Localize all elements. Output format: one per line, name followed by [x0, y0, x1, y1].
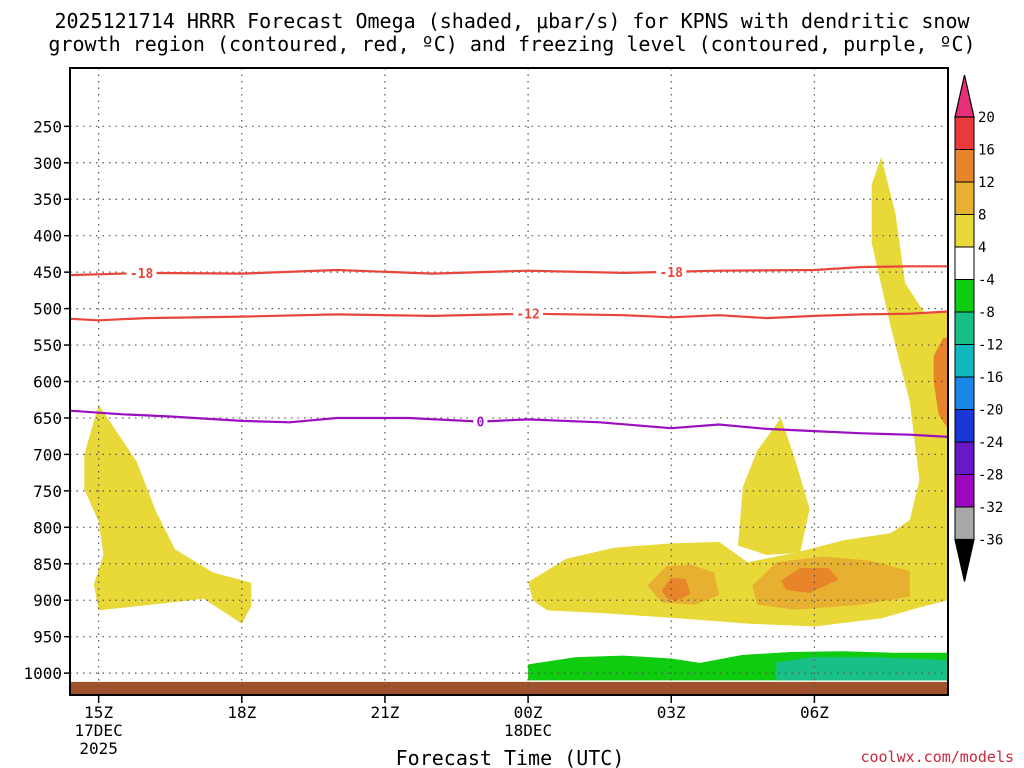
y-tick-label-800: 800	[33, 518, 62, 537]
chart-title-line2: growth region (contoured, red, ºC) and f…	[48, 32, 975, 56]
colorbar-label--28: -28	[978, 468, 1003, 484]
grid-lines	[70, 68, 948, 695]
colorbar-label--12: -12	[978, 338, 1003, 354]
contour-dgz-minus18	[69, 265, 948, 277]
colorbar-bin-3	[954, 181, 975, 215]
contour-label-bg-dgz-minus12-0	[513, 306, 544, 321]
y-tick-label-650: 650	[33, 409, 62, 428]
colorbar-bin-9	[954, 376, 975, 410]
colorbar-bin-2	[954, 149, 975, 183]
colorbar-label--20: -20	[978, 403, 1003, 419]
x-tick-label-15Z: 15Z	[84, 703, 113, 722]
colorbar: 20 16 12 8 4 -4 -8 -12 -16 -20 -24 -28 -32 -36	[954, 74, 1003, 582]
colorbar-bin-11	[954, 441, 975, 475]
omega-region-ascent-moderate-05z	[752, 556, 910, 610]
y-tick-label-850: 850	[33, 555, 62, 574]
chart-title-line1: 2025121714 HRRR Forecast Omega (shaded, …	[54, 9, 970, 33]
contours: -18 -18 -12 0	[69, 264, 949, 438]
x-tick-label-03Z: 03Z	[657, 703, 686, 722]
omega-region-descent-1630z	[189, 432, 242, 500]
colorbar-label--8: -8	[978, 305, 995, 321]
colorbar-bin-6	[954, 279, 975, 313]
y-tick-label-600: 600	[33, 373, 62, 392]
y-tick-label-900: 900	[33, 591, 62, 610]
y-tick-label-250: 250	[33, 117, 62, 136]
ground-band	[70, 681, 948, 695]
contour-label-dgz-minus18-1: -18	[659, 266, 683, 281]
x-tick-label-21Z: 21Z	[370, 703, 399, 722]
omega-region-descent-upper-right	[940, 151, 948, 240]
colorbar-label--24: -24	[978, 435, 1003, 451]
x-tick-label-18Z: 18Z	[227, 703, 256, 722]
y-tick-label-1000: 1000	[23, 664, 62, 683]
x-tick-label-00Z: 00Z	[514, 703, 543, 722]
contour-label-bg-dgz-minus18-1	[656, 264, 687, 279]
colorbar-label--32: -32	[978, 500, 1003, 516]
colorbar-label--4: -4	[978, 273, 995, 289]
ground-layer	[70, 681, 948, 695]
credit-text: coolwx.com/models	[860, 748, 1014, 766]
x-tick-label-06Z: 06Z	[800, 703, 829, 722]
colorbar-bin-8	[954, 344, 975, 378]
colorbar-bin-12	[954, 474, 975, 508]
omega-region-ascent-low-level-right	[528, 156, 948, 627]
y-tick-label-950: 950	[33, 628, 62, 647]
contour-dgz-minus12	[69, 310, 949, 322]
x-date-label-2025: 2025	[79, 739, 118, 758]
omega-region-ascent-upper-right-edge	[933, 337, 948, 429]
colorbar-label-8: 8	[978, 208, 986, 224]
colorbar-bin-5	[954, 246, 975, 280]
contour-label-dgz-minus18-0: -18	[130, 267, 154, 282]
contour-label-freezing-level-0: 0	[476, 416, 484, 431]
colorbar-bin-13	[954, 506, 975, 540]
y-tick-label-500: 500	[33, 300, 62, 319]
contour-freezing-level	[69, 409, 949, 438]
colorbar-bin-10	[954, 409, 975, 443]
y-tick-label-400: 400	[33, 227, 62, 246]
colorbar-label--36: -36	[978, 533, 1003, 549]
colorbar-arrow-top	[954, 74, 975, 118]
contour-label-bg-freezing-level-0	[473, 414, 488, 429]
y-tick-label-300: 300	[33, 154, 62, 173]
omega-region-descent-near-surface-cyan	[776, 657, 948, 681]
contour-label-dgz-minus12-0: -12	[516, 308, 539, 323]
y-tick-label-700: 700	[33, 445, 62, 464]
colorbar-label-12: 12	[978, 175, 995, 191]
colorbar-arrow-bottom	[954, 538, 975, 582]
colorbar-label-4: 4	[978, 240, 986, 256]
y-tick-label-550: 550	[33, 336, 62, 355]
y-tick-label-450: 450	[33, 263, 62, 282]
omega-region-ascent-strong-03z	[661, 577, 691, 601]
y-tick-label-350: 350	[33, 190, 62, 209]
x-axis-title: Forecast Time (UTC)	[396, 746, 625, 768]
omega-shading	[84, 75, 948, 681]
omega-region-ascent-lower-left	[84, 404, 252, 624]
colorbar-bin-7	[954, 311, 975, 345]
omega-region-descent-0620z	[809, 447, 829, 502]
colorbar-label-20: 20	[978, 110, 995, 126]
omega-region-descent-0620z-upper	[810, 177, 821, 218]
omega-region-ascent-strong-05z	[781, 568, 839, 593]
y-tick-label-750: 750	[33, 482, 62, 501]
colorbar-label--16: -16	[978, 370, 1003, 386]
omega-region-ascent-mid-06z	[738, 418, 810, 555]
colorbar-bin-4	[954, 214, 975, 248]
colorbar-bin-1	[954, 116, 975, 150]
omega-region-descent-top-21z	[375, 75, 409, 109]
y-axis: 250 300 350 400 450 500 550 600 650 700 750 800 850 9…	[23, 117, 70, 683]
colorbar-label-16: 16	[978, 143, 995, 159]
omega-region-descent-mid-21z	[356, 232, 409, 364]
x-date-label-18DEC: 18DEC	[504, 721, 552, 740]
contour-label-bg-dgz-minus18-0	[126, 266, 157, 281]
x-date-label-17DEC: 17DEC	[75, 721, 123, 740]
